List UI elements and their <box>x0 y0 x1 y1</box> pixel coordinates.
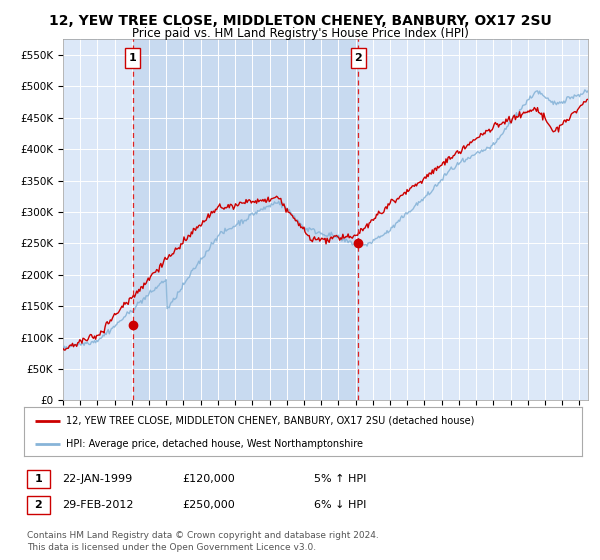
Text: 2: 2 <box>355 53 362 63</box>
Text: 12, YEW TREE CLOSE, MIDDLETON CHENEY, BANBURY, OX17 2SU (detached house): 12, YEW TREE CLOSE, MIDDLETON CHENEY, BA… <box>66 416 474 426</box>
FancyBboxPatch shape <box>125 48 140 68</box>
Text: 1: 1 <box>129 53 137 63</box>
Text: 5% ↑ HPI: 5% ↑ HPI <box>314 474 366 484</box>
Text: Price paid vs. HM Land Registry's House Price Index (HPI): Price paid vs. HM Land Registry's House … <box>131 27 469 40</box>
Text: Contains HM Land Registry data © Crown copyright and database right 2024.
This d: Contains HM Land Registry data © Crown c… <box>27 531 379 552</box>
Bar <box>133 39 358 400</box>
Text: HPI: Average price, detached house, West Northamptonshire: HPI: Average price, detached house, West… <box>66 439 363 449</box>
Text: 1: 1 <box>35 474 42 484</box>
Text: £120,000: £120,000 <box>182 474 235 484</box>
Text: 22-JAN-1999: 22-JAN-1999 <box>62 474 132 484</box>
FancyBboxPatch shape <box>351 48 366 68</box>
Text: 6% ↓ HPI: 6% ↓ HPI <box>314 500 366 510</box>
Text: £250,000: £250,000 <box>182 500 235 510</box>
Text: 29-FEB-2012: 29-FEB-2012 <box>62 500 133 510</box>
Text: 12, YEW TREE CLOSE, MIDDLETON CHENEY, BANBURY, OX17 2SU: 12, YEW TREE CLOSE, MIDDLETON CHENEY, BA… <box>49 14 551 28</box>
Text: 2: 2 <box>35 500 42 510</box>
